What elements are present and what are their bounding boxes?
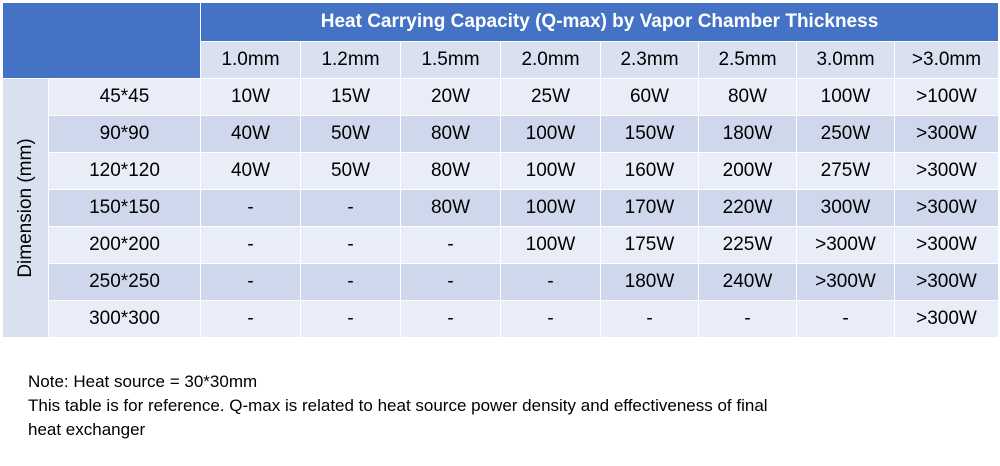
value-cell: 175W (600, 226, 699, 264)
value-cell: 80W (698, 78, 797, 116)
table-row: 200*200 - - - 100W 175W 225W >300W >300W (3, 226, 1000, 264)
value-cell: 200W (698, 152, 797, 190)
dimension-cell: 45*45 (48, 78, 201, 116)
value-cell: - (600, 300, 699, 338)
value-cell: - (200, 189, 301, 227)
table-corner (2, 2, 201, 79)
note-reference-continued: heat exchanger (28, 420, 146, 439)
thickness-header-row: 1.0mm 1.2mm 1.5mm 2.0mm 2.3mm 2.5mm 3.0m… (3, 41, 1000, 79)
value-cell: 180W (600, 263, 699, 301)
thickness-header: 1.2mm (300, 41, 401, 79)
value-cell: 100W (500, 115, 601, 153)
value-cell: 180W (698, 115, 797, 153)
dimension-cell: 150*150 (48, 189, 201, 227)
value-cell: 250W (796, 115, 895, 153)
value-cell: 240W (698, 263, 797, 301)
value-cell: 100W (500, 189, 601, 227)
thickness-header: 1.0mm (200, 41, 301, 79)
value-cell: 80W (400, 152, 501, 190)
value-cell: >300W (893, 115, 1000, 153)
dimension-cell: 90*90 (48, 115, 201, 153)
value-cell: 25W (500, 78, 601, 116)
value-cell: 100W (500, 152, 601, 190)
value-cell: >300W (893, 300, 1000, 338)
thickness-header: 2.0mm (500, 41, 601, 79)
value-cell: 300W (796, 189, 895, 227)
value-cell: - (500, 263, 601, 301)
thickness-header: >3.0mm (893, 41, 1000, 79)
dimension-cell: 300*300 (48, 300, 201, 338)
table-row: 90*90 40W 50W 80W 100W 150W 180W 250W >3… (3, 115, 1000, 153)
table-row: 250*250 - - - - 180W 240W >300W >300W (3, 263, 1000, 301)
value-cell: 50W (300, 115, 401, 153)
table-row: 300*300 - - - - - - - >300W (3, 300, 1000, 338)
value-cell: - (300, 226, 401, 264)
value-cell: 150W (600, 115, 699, 153)
value-cell: - (400, 300, 501, 338)
qmax-table: Heat Carrying Capacity (Q-max) by Vapor … (2, 2, 1000, 338)
table-row: 150*150 - - 80W 100W 170W 220W 300W >300… (3, 189, 1000, 227)
dimension-cell: 120*120 (48, 152, 201, 190)
value-cell: 100W (500, 226, 601, 264)
note-reference: This table is for reference. Q-max is re… (28, 396, 768, 415)
value-cell: >300W (796, 263, 895, 301)
value-cell: >300W (893, 263, 1000, 301)
value-cell: 10W (200, 78, 301, 116)
value-cell: >300W (893, 152, 1000, 190)
value-cell: 80W (400, 189, 501, 227)
value-cell: 100W (796, 78, 895, 116)
notes-block: Note: Heat source = 30*30mm This table i… (28, 370, 968, 442)
value-cell: 15W (300, 78, 401, 116)
value-cell: - (400, 226, 501, 264)
value-cell: - (300, 263, 401, 301)
value-cell: >300W (893, 189, 1000, 227)
dimension-axis: Dimension (mm) (2, 78, 49, 338)
value-cell: >300W (893, 226, 1000, 264)
thickness-header: 3.0mm (796, 41, 895, 79)
value-cell: 220W (698, 189, 797, 227)
table-title: Heat Carrying Capacity (Q-max) by Vapor … (199, 2, 1000, 42)
dimension-cell: 250*250 (48, 263, 201, 301)
value-cell: - (300, 300, 401, 338)
title-row: Heat Carrying Capacity (Q-max) by Vapor … (2, 2, 1000, 79)
note-heat-source: Note: Heat source = 30*30mm (28, 372, 258, 391)
value-cell: >300W (796, 226, 895, 264)
value-cell: - (200, 300, 301, 338)
table-row: 120*120 40W 50W 80W 100W 160W 200W 275W … (3, 152, 1000, 190)
value-cell: 40W (200, 115, 301, 153)
value-cell: 60W (600, 78, 699, 116)
value-cell: - (200, 226, 301, 264)
value-cell: 80W (400, 115, 501, 153)
value-cell: - (796, 300, 895, 338)
value-cell: 20W (400, 78, 501, 116)
table-row: Dimension (mm) 45*45 10W 15W 20W 25W 60W… (2, 78, 1000, 338)
value-cell: 160W (600, 152, 699, 190)
value-cell: - (400, 263, 501, 301)
value-cell: 50W (300, 152, 401, 190)
value-cell: 40W (200, 152, 301, 190)
value-cell: - (698, 300, 797, 338)
value-cell: 225W (698, 226, 797, 264)
value-cell: - (300, 189, 401, 227)
thickness-header: 1.5mm (400, 41, 501, 79)
thickness-header: 2.5mm (698, 41, 797, 79)
dimension-cell: 200*200 (48, 226, 201, 264)
value-cell: >100W (893, 78, 1000, 116)
thickness-header: 2.3mm (600, 41, 699, 79)
value-cell: - (200, 263, 301, 301)
value-cell: 275W (796, 152, 895, 190)
dimension-axis-label: Dimension (mm) (14, 138, 36, 278)
value-cell: 170W (600, 189, 699, 227)
value-cell: - (500, 300, 601, 338)
